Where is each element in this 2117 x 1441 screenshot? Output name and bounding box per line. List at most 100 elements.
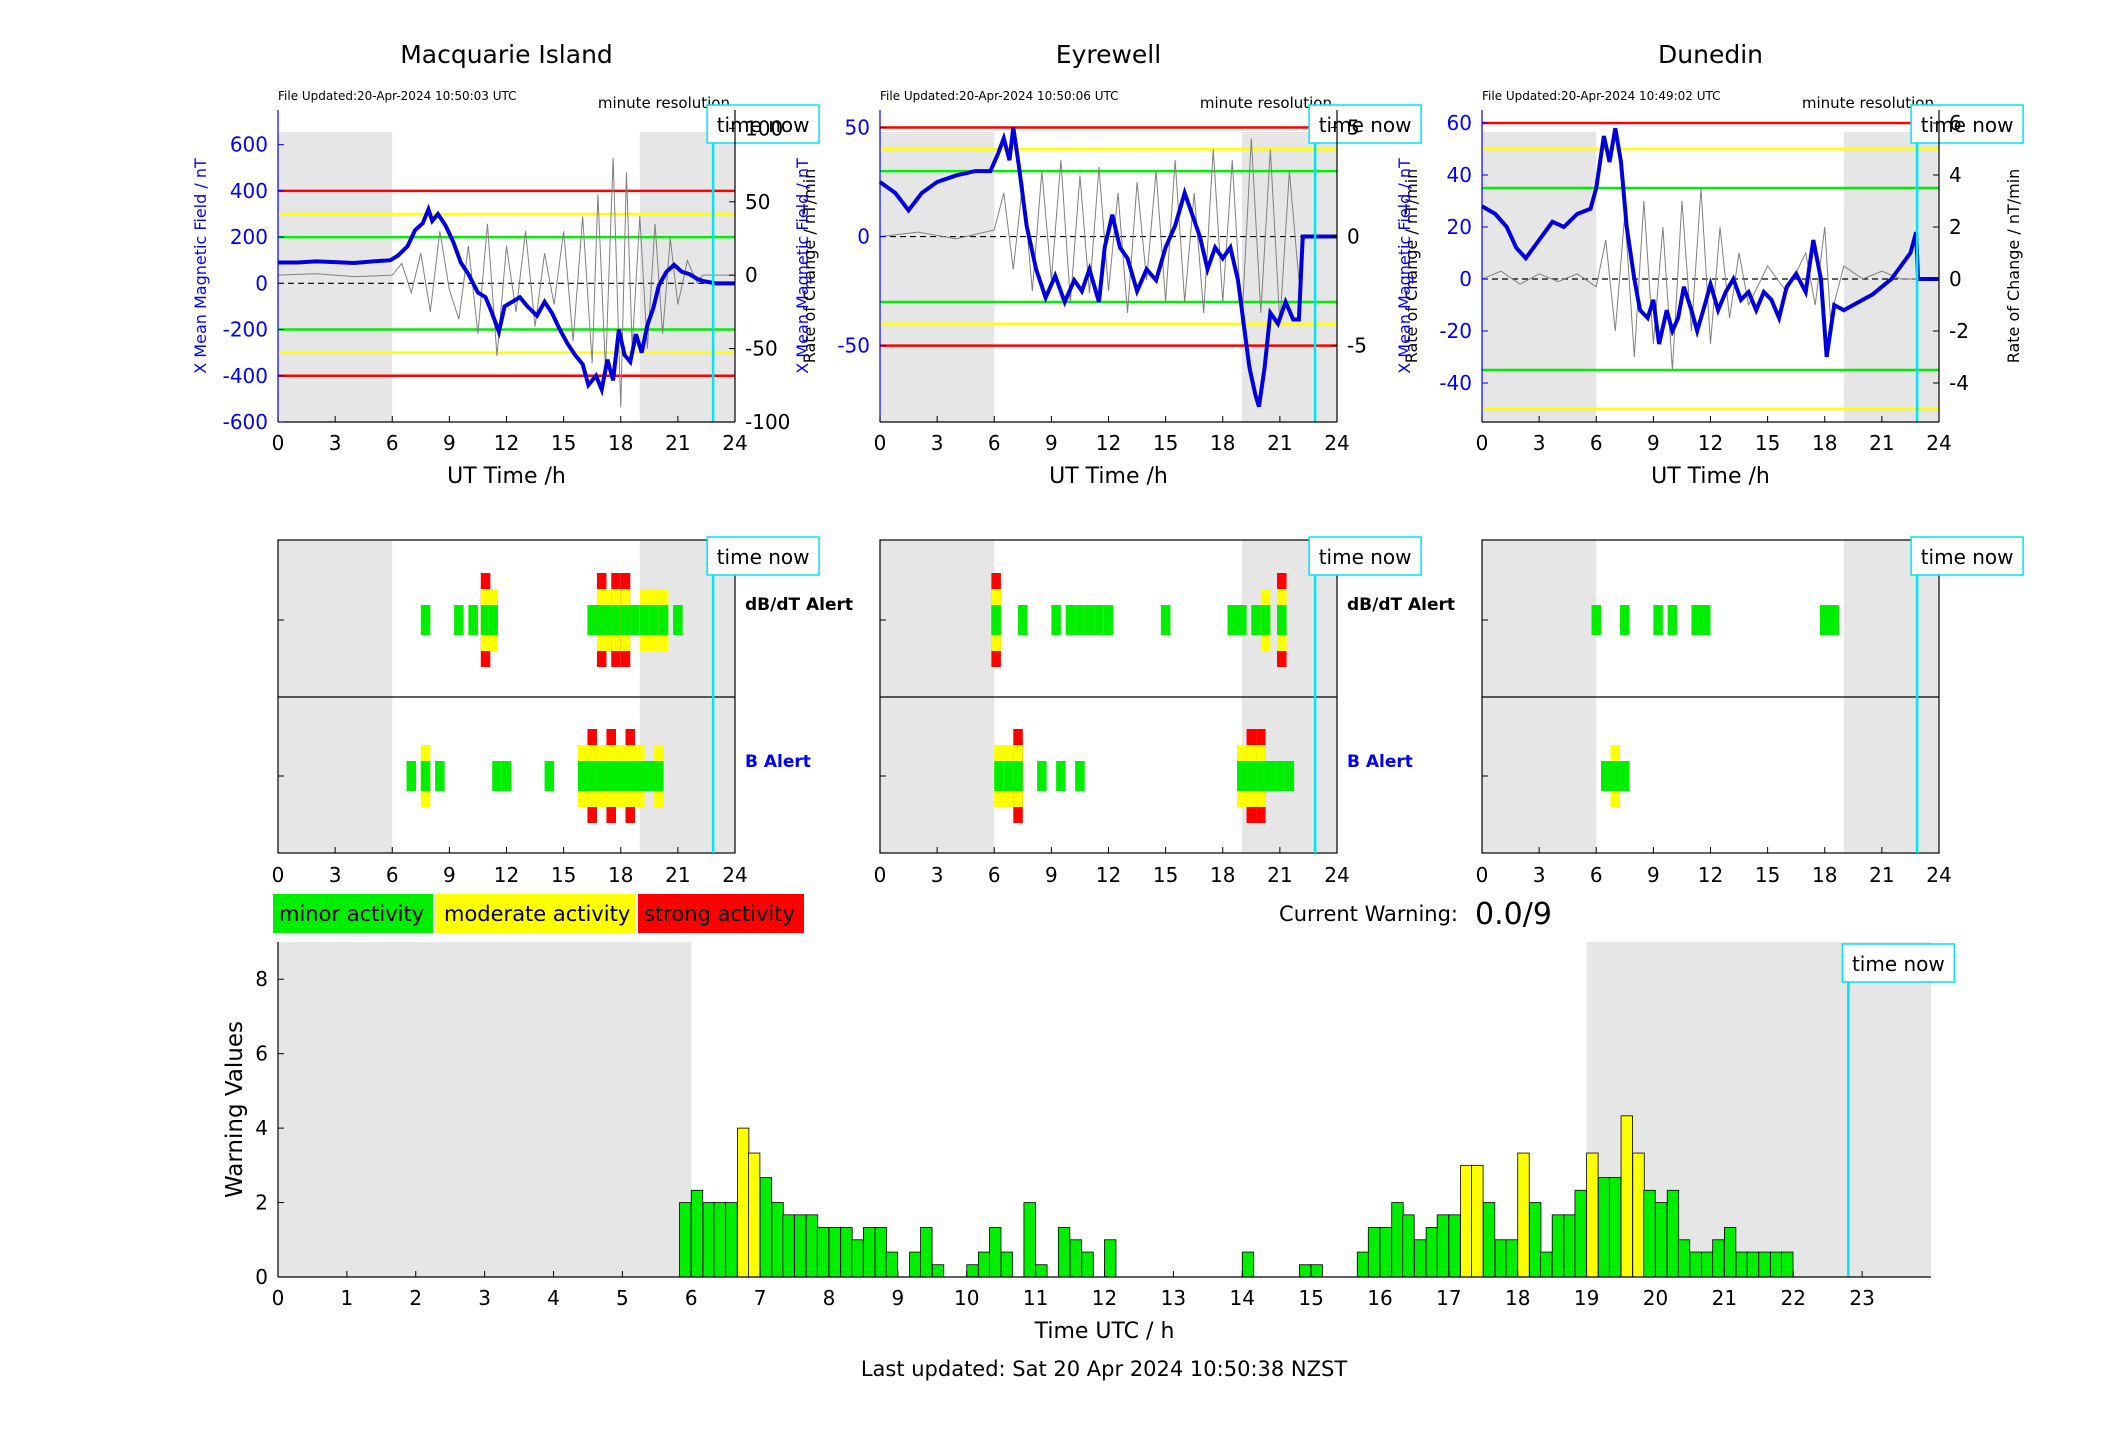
warning-bar bbox=[1701, 1251, 1714, 1278]
x-tick-label: 18 bbox=[1812, 431, 1837, 455]
time-now-box bbox=[1910, 104, 2024, 144]
night-shade bbox=[1482, 132, 1597, 422]
warning-bar bbox=[1551, 1214, 1565, 1278]
x-tick-label: 0 bbox=[874, 863, 887, 887]
x-tick-label: 21 bbox=[1869, 863, 1894, 887]
legend-strong-swatch bbox=[636, 892, 806, 935]
warning-bar bbox=[1436, 1214, 1450, 1278]
b-alert-block bbox=[1013, 761, 1023, 791]
warning-bar bbox=[1505, 1239, 1518, 1278]
x-tick-label: 12 bbox=[1096, 863, 1121, 887]
x-tick-label: 13 bbox=[1161, 1286, 1186, 1310]
resolution-label: minute resolution bbox=[1802, 94, 1934, 112]
y-tick-label: -50 bbox=[837, 334, 870, 358]
b-alert-block bbox=[1237, 761, 1247, 791]
y-tick-label: 4 bbox=[255, 1116, 268, 1140]
current-warning-label: Current Warning: bbox=[1279, 902, 1458, 926]
file-updated-label: File Updated:20-Apr-2024 10:50:03 UTC bbox=[278, 89, 517, 103]
b-alert-block bbox=[1265, 761, 1276, 791]
time-now-box bbox=[1910, 536, 2024, 576]
warning-bar bbox=[725, 1202, 738, 1278]
legend-minor-swatch bbox=[271, 892, 435, 935]
warning-bar bbox=[1781, 1251, 1794, 1278]
b-alert-block bbox=[1601, 761, 1611, 791]
y-tick-label: -40 bbox=[1439, 371, 1472, 395]
y-tick-label: 600 bbox=[230, 133, 268, 157]
x-tick-label: 9 bbox=[443, 431, 456, 455]
current-warning: Current Warning: 0.0/9 bbox=[1279, 897, 1552, 932]
x-tick-label: 23 bbox=[1849, 1286, 1874, 1310]
warning-bar bbox=[1000, 1251, 1014, 1278]
time-now-box bbox=[1308, 536, 1422, 576]
y2-tick-label: 2 bbox=[1949, 215, 1962, 239]
y-tick-label: 2 bbox=[255, 1191, 268, 1215]
dbdt-alert-block bbox=[1620, 605, 1630, 635]
x-tick-label: 3 bbox=[329, 863, 342, 887]
warning-bar bbox=[1712, 1239, 1725, 1278]
warning-bar bbox=[931, 1264, 945, 1278]
x-tick-label: 0 bbox=[874, 431, 887, 455]
time-now-box bbox=[706, 104, 820, 144]
x-tick-label: 9 bbox=[1045, 431, 1058, 455]
legend-moderate-label: moderate activity bbox=[444, 902, 630, 926]
b-alert-block bbox=[654, 761, 664, 791]
x-tick-label: 24 bbox=[722, 431, 747, 455]
time-now-label: time now bbox=[1921, 545, 2014, 569]
dbdt-alert-block bbox=[673, 605, 683, 635]
y2-tick-label: 50 bbox=[745, 190, 770, 214]
b-alert-block bbox=[501, 761, 512, 791]
b-alert-block bbox=[994, 761, 1004, 791]
y-tick-label: 0 bbox=[1459, 267, 1472, 291]
dbdt-alert-block bbox=[620, 605, 631, 635]
dbdt-alert-block bbox=[1094, 605, 1104, 635]
dbdt-alert-block bbox=[1251, 605, 1261, 635]
time-now-label: time now bbox=[717, 545, 810, 569]
y-tick-label: -600 bbox=[223, 410, 268, 434]
x-tick-label: 24 bbox=[1926, 431, 1951, 455]
dbdt-alert-label: dB/dT Alert bbox=[1347, 595, 1455, 615]
x-tick-label: 21 bbox=[1267, 863, 1292, 887]
warning-bar bbox=[1494, 1239, 1507, 1278]
resolution-label: minute resolution bbox=[1200, 94, 1332, 112]
y-tick-label: -400 bbox=[223, 364, 268, 388]
x-tick-label: 9 bbox=[892, 1286, 905, 1310]
warning-bar bbox=[1586, 1152, 1599, 1278]
x-tick-label: 12 bbox=[1092, 1286, 1117, 1310]
y-axis-label: X Mean Magnetic Field / nT bbox=[1395, 158, 1414, 374]
b-alert-block bbox=[596, 761, 607, 791]
station-panel-macquarie-island: Macquarie Island File Updated:20-Apr-2024… bbox=[191, 40, 820, 489]
dbdt-alert-block bbox=[991, 605, 1001, 635]
y-tick-label: 20 bbox=[1447, 215, 1472, 239]
y2-tick-label: -5 bbox=[1347, 334, 1367, 358]
y2-tick-label: -4 bbox=[1949, 371, 1969, 395]
warning-bar bbox=[828, 1227, 841, 1278]
x-tick-label: 24 bbox=[722, 863, 747, 887]
x-tick-label: 15 bbox=[1755, 431, 1780, 455]
dbdt-alert-block bbox=[1065, 605, 1076, 635]
file-updated-label: File Updated:20-Apr-2024 10:50:06 UTC bbox=[880, 89, 1119, 103]
y2-tick-label: 4 bbox=[1949, 163, 1962, 187]
b-alert-block bbox=[1284, 761, 1295, 791]
current-warning-value: 0.0/9 bbox=[1475, 897, 1552, 932]
warning-bar bbox=[1770, 1251, 1783, 1278]
y2-tick-label: 5 bbox=[1347, 115, 1360, 139]
b-alert-block bbox=[1003, 761, 1014, 791]
time-now-label: time now bbox=[1852, 952, 1945, 976]
x-tick-label: 15 bbox=[1153, 431, 1178, 455]
x-tick-label: 9 bbox=[1045, 863, 1058, 887]
warning-bar bbox=[736, 1127, 750, 1278]
magnetic-field-series bbox=[878, 127, 1337, 408]
y2-axis-label: Rate of Change / nT/min bbox=[800, 169, 819, 364]
dbdt-alert-block bbox=[1819, 605, 1830, 635]
station-panel-eyrewell: Eyrewell File Updated:20-Apr-2024 10:50:0… bbox=[793, 40, 1422, 489]
rate-of-change-series bbox=[1481, 187, 1939, 371]
b-alert-block bbox=[1275, 761, 1285, 791]
x-tick-label: 18 bbox=[1505, 1286, 1530, 1310]
x-tick-label: 15 bbox=[551, 863, 576, 887]
legend-minor-label: minor activity bbox=[279, 902, 424, 926]
dbdt-alert-block bbox=[1051, 605, 1061, 635]
x-tick-label: 21 bbox=[1869, 431, 1894, 455]
y-tick-label: 50 bbox=[845, 115, 870, 139]
warning-bar bbox=[1597, 1177, 1611, 1278]
x-tick-label: 6 bbox=[1590, 863, 1603, 887]
